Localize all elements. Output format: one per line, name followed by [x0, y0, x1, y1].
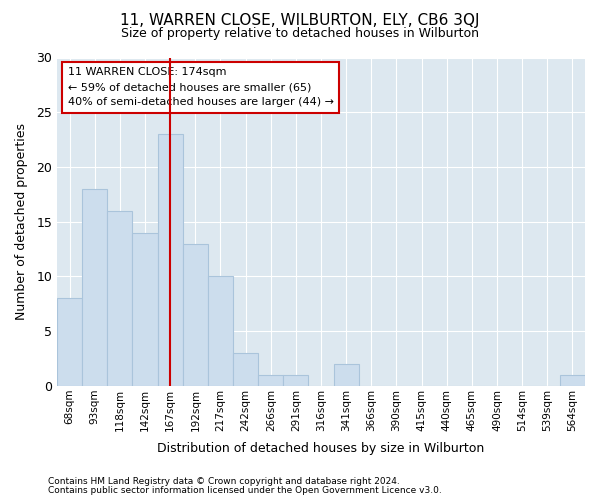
Bar	[208, 276, 233, 386]
X-axis label: Distribution of detached houses by size in Wilburton: Distribution of detached houses by size …	[157, 442, 485, 455]
Bar	[560, 375, 585, 386]
Bar	[258, 375, 283, 386]
Text: 11, WARREN CLOSE, WILBURTON, ELY, CB6 3QJ: 11, WARREN CLOSE, WILBURTON, ELY, CB6 3Q…	[120, 12, 480, 28]
Y-axis label: Number of detached properties: Number of detached properties	[15, 123, 28, 320]
Bar	[283, 375, 308, 386]
Text: Contains HM Land Registry data © Crown copyright and database right 2024.: Contains HM Land Registry data © Crown c…	[48, 477, 400, 486]
Text: Size of property relative to detached houses in Wilburton: Size of property relative to detached ho…	[121, 28, 479, 40]
Bar	[158, 134, 183, 386]
Text: 11 WARREN CLOSE: 174sqm
← 59% of detached houses are smaller (65)
40% of semi-de: 11 WARREN CLOSE: 174sqm ← 59% of detache…	[68, 68, 334, 107]
Bar	[233, 353, 258, 386]
Text: Contains public sector information licensed under the Open Government Licence v3: Contains public sector information licen…	[48, 486, 442, 495]
Bar	[334, 364, 359, 386]
Bar	[183, 244, 208, 386]
Bar	[107, 211, 133, 386]
Bar	[133, 232, 158, 386]
Bar	[57, 298, 82, 386]
Bar	[82, 189, 107, 386]
